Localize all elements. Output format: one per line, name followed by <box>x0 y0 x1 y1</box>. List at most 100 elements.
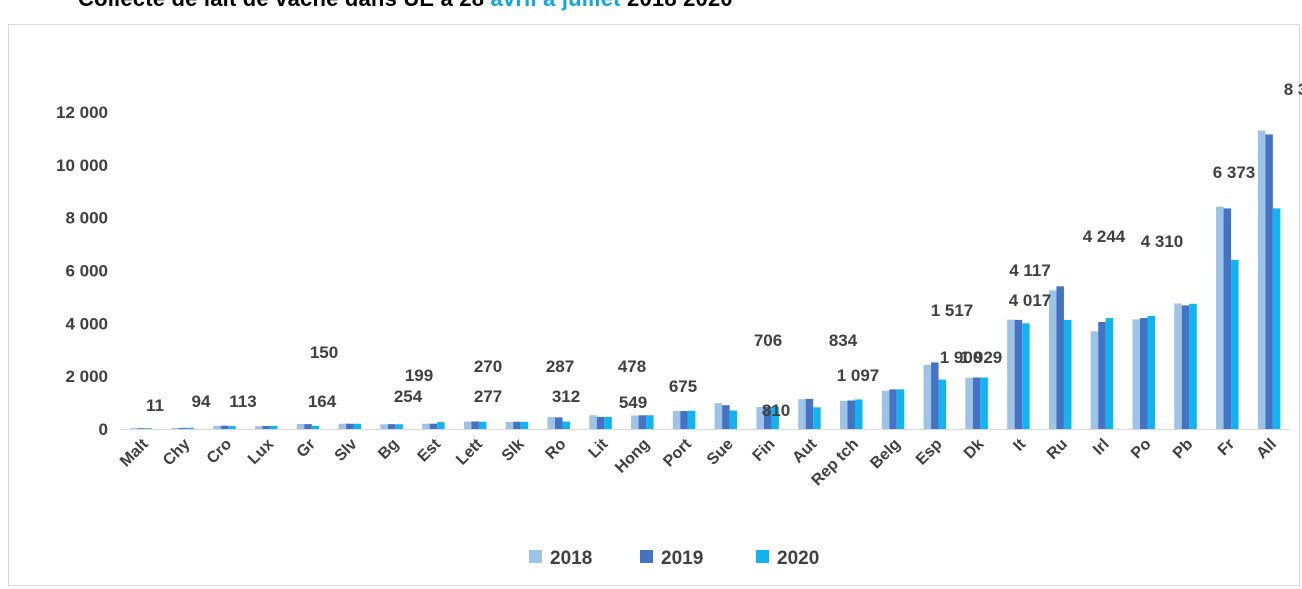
bar-2020-it <box>1022 323 1030 429</box>
data-label: 113 <box>229 392 256 411</box>
x-tick-label: Belg <box>867 436 904 473</box>
bar-2020-all <box>1272 208 1281 429</box>
bar-2019-bg <box>387 424 396 429</box>
bar-2019-lux <box>262 425 270 429</box>
bar-2020-aut <box>813 407 821 429</box>
bar-2018-rep-tch <box>840 400 848 429</box>
bar-2018-lit <box>589 415 597 429</box>
x-tick-label: Lit <box>586 435 612 461</box>
x-tick-label: Irl <box>1090 436 1113 459</box>
bar-2019-est <box>429 423 438 429</box>
data-label: 549 <box>619 393 647 412</box>
bar-2018-gr <box>296 423 305 429</box>
bar-2020-est <box>437 422 445 429</box>
x-tick-label: Fin <box>750 436 779 465</box>
x-tick-label: Ro <box>542 436 569 463</box>
data-label: 254 <box>394 387 423 406</box>
bar-2018-esp <box>923 364 932 429</box>
x-tick-label: Po <box>1128 436 1155 463</box>
bar-2018-chy <box>171 427 179 429</box>
bar-2018-malt <box>129 428 138 429</box>
y-tick-label: 12 000 <box>56 103 108 122</box>
bar-2019-esp <box>931 362 939 429</box>
bar-2018-dk <box>965 377 973 429</box>
chart-frame <box>8 24 1300 586</box>
x-tick-label: Pb <box>1170 436 1197 463</box>
data-label: 199 <box>405 366 433 385</box>
bar-2019-lit <box>596 416 605 429</box>
legend-swatch-2018 <box>529 550 542 563</box>
bar-2019-lett <box>471 421 479 429</box>
x-tick-label: Rep tch <box>809 436 863 490</box>
data-label: 1 900 <box>940 348 983 367</box>
data-label: 94 <box>192 392 211 411</box>
bar-2020-irl <box>1105 318 1114 429</box>
data-label: 4 017 <box>1009 291 1052 310</box>
y-tick-label: 10 000 <box>56 156 108 175</box>
y-tick-label: 2 000 <box>65 367 108 386</box>
bar-2019-slv <box>346 423 354 429</box>
bar-2019-ro <box>555 417 563 429</box>
x-tick-label: Ru <box>1044 436 1071 463</box>
legend-label-2019: 2019 <box>661 548 703 569</box>
title-text: Collecte de lait de vache dans UE à 28 <box>78 0 491 11</box>
data-label: 8 398 <box>1284 80 1302 99</box>
bar-2018-sue <box>714 403 723 429</box>
bar-2020-lit <box>604 416 612 429</box>
x-tick-label: Malt <box>117 435 152 470</box>
data-label: 4 117 <box>1009 261 1051 280</box>
data-label: 1 929 <box>960 348 1003 367</box>
bar-2018-it <box>1007 319 1015 429</box>
data-label: 810 <box>762 401 790 420</box>
bar-2018-po <box>1132 319 1140 429</box>
bar-2019-it <box>1014 319 1023 429</box>
bar-2018-slk <box>505 421 514 429</box>
bar-2018-aut <box>798 399 806 429</box>
x-tick-label: Lux <box>245 436 277 468</box>
x-tick-label: Esp <box>913 436 946 469</box>
x-tick-label: Hong <box>612 436 653 477</box>
data-label: 164 <box>308 392 337 411</box>
bar-2018-port <box>672 411 681 429</box>
legend-label-2020: 2020 <box>777 548 819 569</box>
chart-title: Collecte de lait de vache dans UE à 28 a… <box>78 0 733 12</box>
bar-2018-all <box>1257 130 1266 429</box>
bar-2019-fin <box>763 406 772 429</box>
bar-2018-ro <box>547 417 555 429</box>
bar-2020-pb <box>1189 303 1197 429</box>
bar-2020-malt <box>144 428 153 429</box>
y-tick-label: 0 <box>99 420 108 439</box>
bar-2019-chy <box>178 427 187 429</box>
bar-2020-esp <box>938 379 947 429</box>
bar-2018-lett <box>463 421 472 429</box>
bar-2019-malt <box>137 428 145 429</box>
data-label: 6 373 <box>1213 163 1256 182</box>
data-label: 675 <box>669 377 697 396</box>
bar-2020-belg <box>896 389 905 429</box>
data-label: 706 <box>754 331 782 350</box>
title-highlight: avril à juillet <box>491 0 621 11</box>
bar-2020-cro <box>228 426 236 429</box>
data-label: 312 <box>552 387 580 406</box>
bar-2020-hong <box>646 415 654 429</box>
bar-2020-fr <box>1231 259 1239 429</box>
bar-2018-cro <box>213 425 221 429</box>
bar-2019-rep-tch <box>847 400 855 429</box>
bar-2019-ru <box>1056 286 1064 429</box>
data-label: 4 244 <box>1083 227 1126 246</box>
x-tick-label: All <box>1253 436 1279 462</box>
bar-2019-slk <box>513 421 521 429</box>
bar-2018-slv <box>338 423 347 429</box>
bar-2020-rep-tch <box>855 399 863 429</box>
x-tick-label: Gr <box>294 436 319 461</box>
bar-2019-port <box>680 411 688 429</box>
x-tick-label: Port <box>660 435 695 470</box>
x-tick-label: Slk <box>499 436 528 465</box>
x-tick-label: Chy <box>160 436 193 469</box>
bar-2020-chy <box>186 427 194 429</box>
bar-2020-bg <box>395 424 403 429</box>
data-label: 478 <box>618 357 646 376</box>
bar-2019-belg <box>889 389 897 429</box>
bar-2020-ro <box>562 421 570 429</box>
